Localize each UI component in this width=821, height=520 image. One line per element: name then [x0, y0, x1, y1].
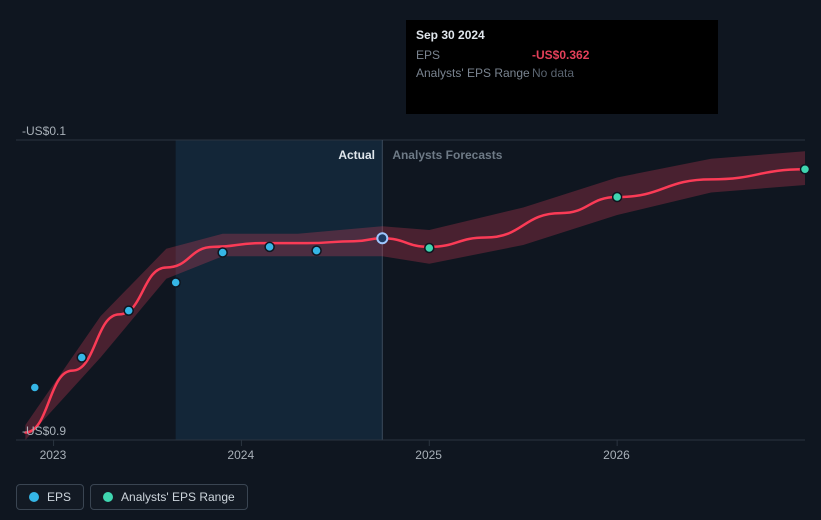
legend: EPS Analysts' EPS Range — [16, 484, 248, 510]
eps-point[interactable] — [124, 306, 133, 315]
tooltip-label: Analysts' EPS Range — [416, 64, 532, 82]
tooltip-value: No data — [532, 64, 574, 82]
highlight-point[interactable] — [377, 233, 387, 243]
tooltip-label: EPS — [416, 46, 532, 64]
region-label-forecast: Analysts Forecasts — [392, 148, 502, 162]
eps-point[interactable] — [30, 383, 39, 392]
tooltip-row: Analysts' EPS RangeNo data — [416, 64, 708, 82]
region-label-actual: Actual — [338, 148, 375, 162]
y-tick-label: -US$0.1 — [22, 124, 66, 138]
analysts-range-band — [25, 151, 805, 440]
legend-item[interactable]: EPS — [16, 484, 84, 510]
y-tick-label: -US$0.9 — [22, 424, 66, 438]
x-tick-label: 2023 — [40, 448, 67, 462]
forecast-point[interactable] — [613, 193, 622, 202]
eps-point[interactable] — [218, 248, 227, 257]
legend-label: EPS — [47, 490, 71, 504]
legend-dot-icon — [29, 492, 39, 502]
chart-tooltip: Sep 30 2024 EPS-US$0.362Analysts' EPS Ra… — [406, 20, 718, 114]
forecast-point[interactable] — [425, 244, 434, 253]
forecast-point[interactable] — [801, 165, 810, 174]
eps-point[interactable] — [171, 278, 180, 287]
legend-label: Analysts' EPS Range — [121, 490, 235, 504]
eps-point[interactable] — [312, 246, 321, 255]
eps-point[interactable] — [77, 353, 86, 362]
actual-band — [176, 140, 383, 440]
x-tick-label: 2024 — [227, 448, 254, 462]
tooltip-value: -US$0.362 — [532, 46, 589, 64]
tooltip-row: EPS-US$0.362 — [416, 46, 708, 64]
legend-dot-icon — [103, 492, 113, 502]
legend-item[interactable]: Analysts' EPS Range — [90, 484, 248, 510]
eps-chart: Sep 30 2024 EPS-US$0.362Analysts' EPS Ra… — [0, 0, 821, 520]
eps-point[interactable] — [265, 242, 274, 251]
tooltip-date: Sep 30 2024 — [416, 26, 708, 44]
x-tick-label: 2025 — [415, 448, 442, 462]
x-tick-label: 2026 — [603, 448, 630, 462]
